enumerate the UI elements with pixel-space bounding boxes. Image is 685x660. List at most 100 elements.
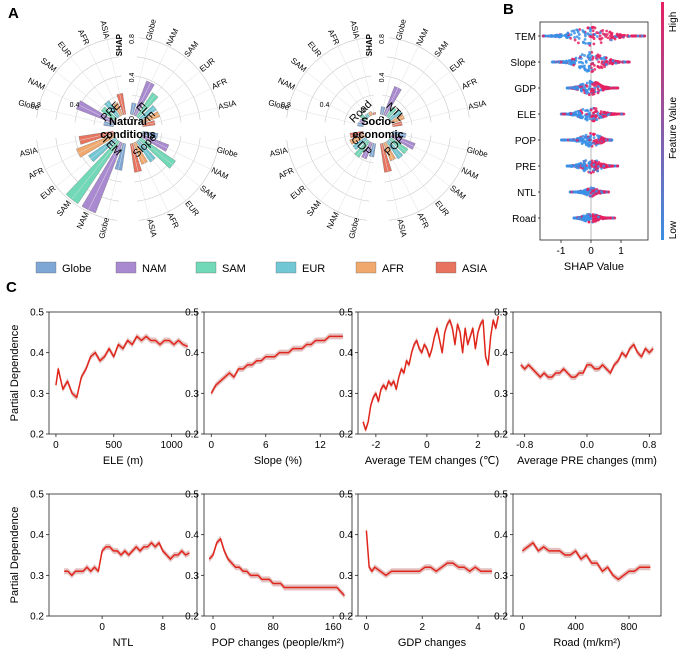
grid-arc [305,137,370,202]
x-axis-label: Road (m/km²) [553,637,620,649]
swarm-point [592,107,596,110]
y-tick-label: 0.2 [494,612,508,623]
y-tick-label: 0.3 [185,389,199,400]
swarm-point [638,34,642,38]
category-label: NAM [164,27,180,47]
category-label: ASIA [217,98,237,111]
swarm-point [589,217,593,221]
region-legend: Globe NAM SAM EUR AFR ASIA [35,261,488,275]
swarm-point [585,69,589,73]
swarm-point [608,58,612,62]
swarm-point [587,162,591,166]
category-label: EUR [289,183,308,201]
swarm-point [590,165,594,168]
spoke [387,55,437,118]
pd-line [55,335,189,399]
y-tick-label: 0.3 [494,389,508,400]
spoke [137,140,187,203]
swarm-point [615,33,619,37]
swarm-point [579,85,582,89]
swarm-point [596,169,600,173]
spoke [387,140,437,203]
pd-line [521,542,651,581]
swarm-point [587,140,591,144]
swarm-point [610,138,614,142]
x-tick-label: 1000 [160,440,183,451]
swarm-point [609,36,613,40]
plot-frame [203,311,353,435]
pd-plot-1-1: 0.2 0.3 0.4 0.5 0 80 160 POP changes (people/km… [185,490,353,649]
x-tick-label: 0 [210,622,216,633]
spoke [141,135,213,171]
swarm-point [608,30,611,34]
swarm-point [608,138,611,142]
x-tick-label: 0 [99,622,105,633]
y-tick-label: 0.4 [494,348,508,359]
bar-globe [368,143,376,158]
swarm-point [577,164,581,168]
swarm-point [560,138,563,142]
pd-line [520,343,654,378]
swarm-point [620,112,623,116]
y-tick-label: 0.5 [494,308,508,319]
pd-plot-0-2: 0.2 0.3 0.4 0.5 -2 0 2 Average TEM changes (℃) [339,308,507,467]
swarm-point [600,36,604,40]
swarm-point [592,42,596,46]
swarm-point [588,64,591,68]
swarm-point [588,80,592,84]
y-tick-label: 0.3 [494,571,508,582]
category-label: EUR [198,56,217,74]
swarm-point [613,112,616,116]
swarm-point [592,139,596,143]
y-tick-label: 0.4 [339,530,353,541]
panel-label-a: A [8,5,19,22]
x-axis-label: Slope (%) [254,455,302,467]
spoke [319,55,369,118]
swarm-point [591,93,595,96]
confidence-band [211,333,343,397]
colorbar [661,2,664,240]
y-tick-label: 0.3 [30,389,44,400]
swarm-point [599,136,603,140]
feature-label: GDP [514,84,536,95]
radial-tick: 0 [379,116,386,120]
swarm-point [597,55,601,59]
swarm-point [593,26,597,30]
swarm-point [609,216,612,220]
swarm-point [575,166,579,169]
swarm-point [591,220,595,224]
swarm-point [627,60,631,64]
radial-tick: 0.4 [379,73,386,83]
confidence-band [209,535,345,599]
swarm-point [579,190,583,194]
y-tick-label: 0.2 [494,430,508,441]
spoke [137,55,187,118]
swarm-point [611,35,615,39]
x-tick-label: -0.8 [516,440,534,451]
swarm-point [582,41,585,45]
swarm-point [591,186,595,190]
swarm-point [592,116,596,120]
pd-line [64,542,190,577]
radial-tick: 0.8 [129,34,136,44]
swarm-pre [565,159,620,175]
spoke [356,37,375,115]
category-label: Globe [347,216,361,239]
swarm-point [587,220,591,224]
spoke [389,70,452,120]
swarm-point [591,87,594,91]
category-label: AFR [210,76,229,91]
x-tick-label: -1 [557,246,566,257]
swarm-point [598,114,602,118]
swarm-point [595,118,599,122]
feature-label: ELE [517,110,536,121]
category-label: SAM [432,39,450,58]
swarm-point [601,57,605,60]
swarm-point [592,136,596,140]
swarm-point [593,86,597,90]
swarm-point [559,33,563,36]
